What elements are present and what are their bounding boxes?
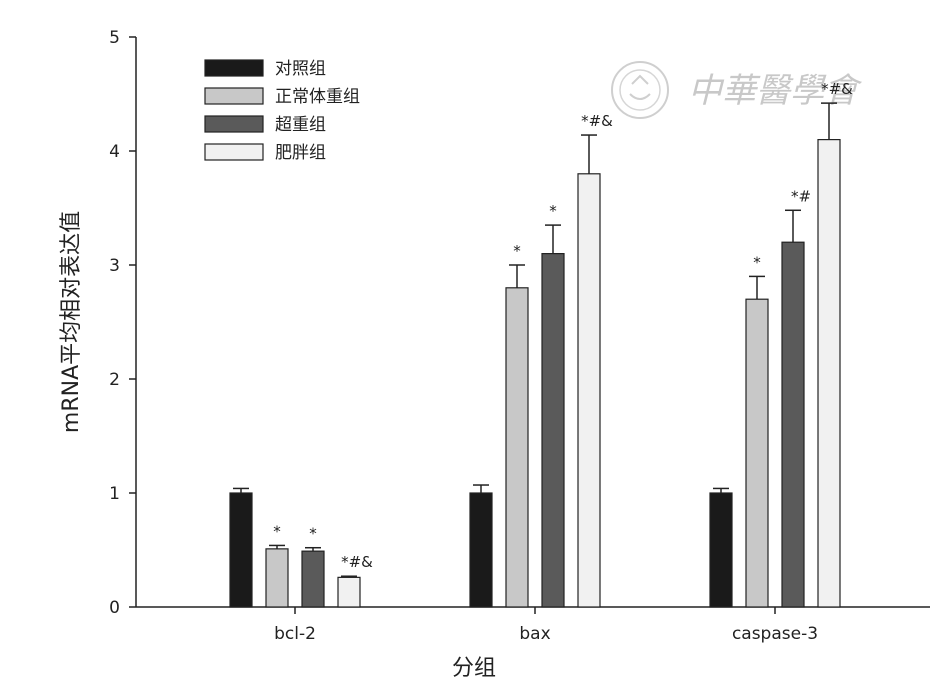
x-tick-label: bax [519,624,550,644]
significance-label: * [513,242,521,260]
y-tick-label: 5 [109,28,120,48]
bar [541,253,565,608]
y-tick-label: 3 [109,256,120,276]
legend-swatch [204,115,264,133]
legend-label: 超重组 [275,115,326,135]
y-tick-label: 1 [109,484,120,504]
bar [301,550,325,608]
bar [577,173,601,608]
legend-swatch [204,87,264,105]
x-axis-title: 分组 [452,656,496,681]
bar [709,492,733,608]
watermark-text: 中華醫學會 [688,71,863,111]
bar [265,548,289,608]
x-tick-label: caspase-3 [732,624,818,644]
seal-icon [611,61,669,119]
bar [817,139,841,608]
significance-label: *# [791,187,811,205]
significance-label: * [309,525,317,543]
legend-label: 对照组 [275,59,326,79]
legend-swatch [204,59,264,77]
bar [337,576,361,608]
y-tick-label: 4 [109,142,120,162]
bar [781,241,805,608]
legend-swatch [204,143,264,161]
legend-label: 正常体重组 [275,87,360,107]
significance-label: *#& [341,553,373,571]
bar [745,298,769,608]
bar [229,492,253,608]
bars: * * *#& * * *#& * *# *#& [229,80,853,608]
significance-label: * [753,253,761,271]
significance-label: * [273,522,281,540]
bar [505,287,529,608]
y-tick-label: 0 [109,598,120,618]
significance-label: *#& [581,112,613,130]
significance-label: *#& [821,80,853,98]
legend-label: 肥胖组 [275,143,326,163]
y-tick-label: 2 [109,370,120,390]
y-axis-title: mRNA平均相对表达值 [59,211,84,433]
significance-label: * [549,202,557,220]
x-tick-label: bcl-2 [274,624,316,644]
axes: 0 1 2 3 4 5 bcl-2 bax caspase-3 [109,28,930,644]
watermark: 中華醫學會 [611,61,863,119]
bar [469,492,493,608]
